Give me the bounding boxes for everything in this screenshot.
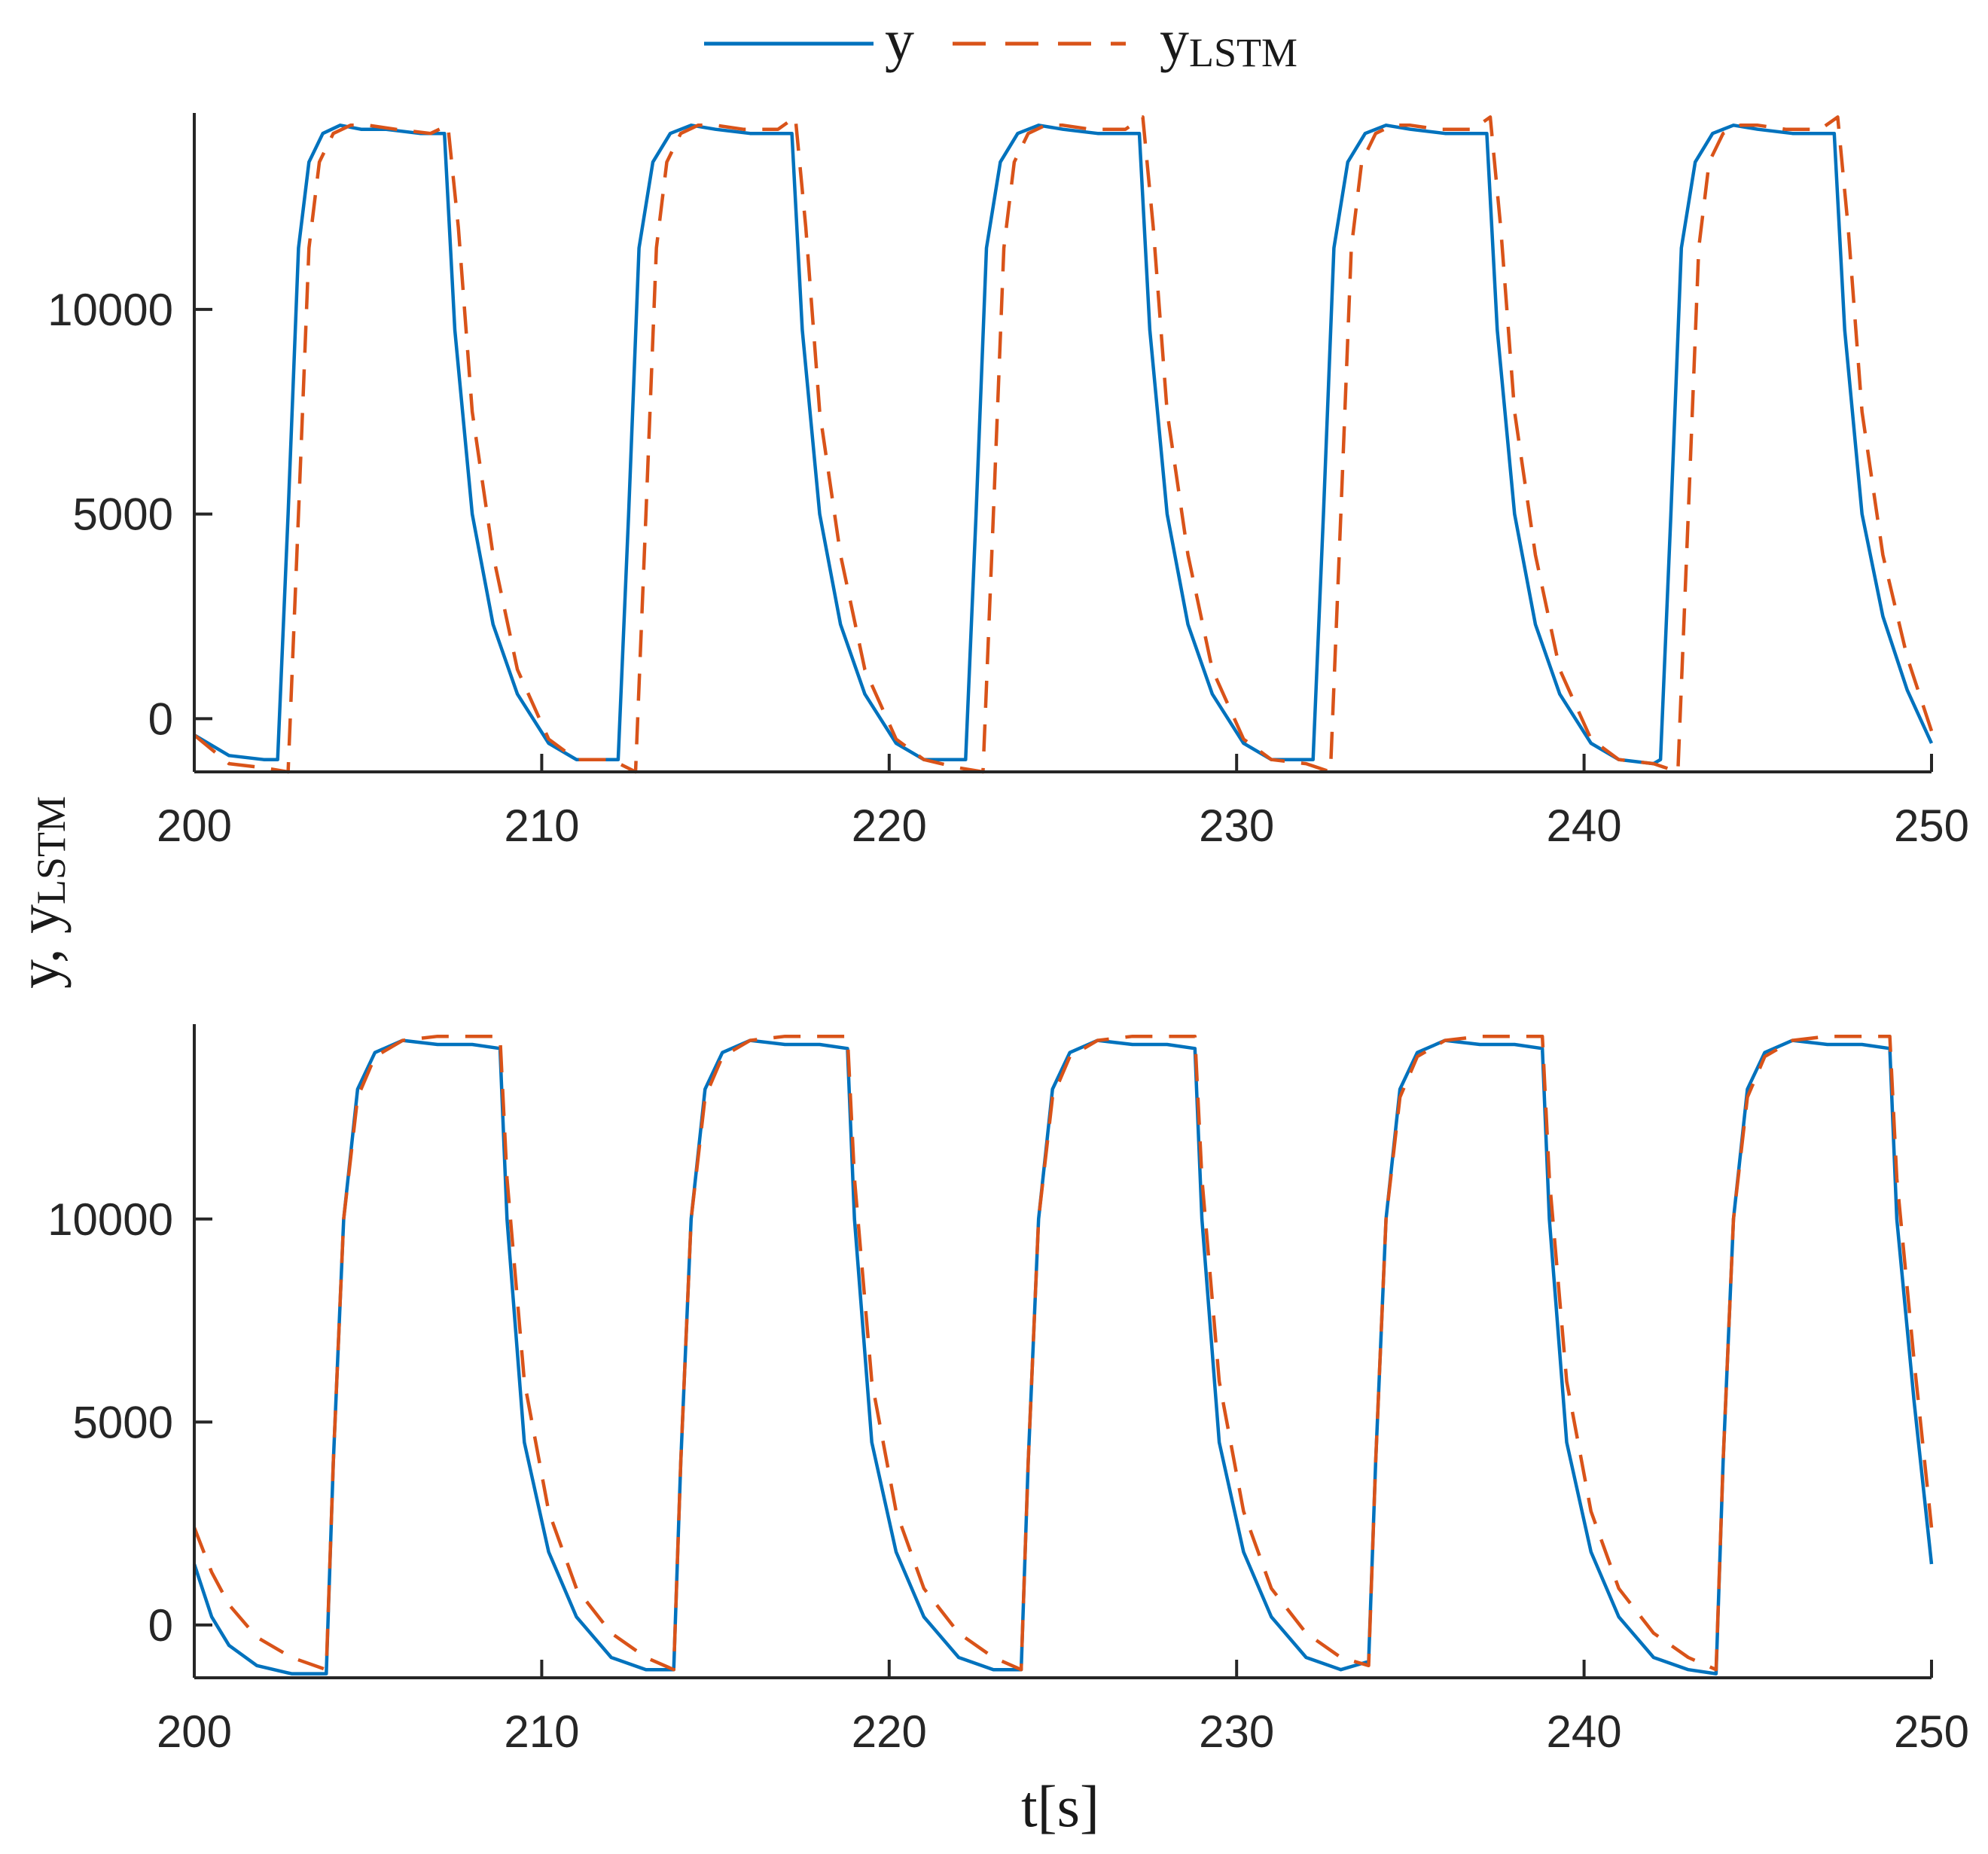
- x-tick-label: 220: [852, 1706, 927, 1757]
- y-tick-label: 5000: [73, 489, 173, 540]
- x-tick-label: 210: [504, 1706, 579, 1757]
- y-tick-label: 0: [148, 694, 173, 744]
- legend-label-ylstm-sub: LSTM: [1189, 30, 1297, 75]
- y-tick-label: 10000: [47, 1194, 173, 1245]
- legend-label-ylstm-main: y: [1160, 8, 1189, 73]
- y-axis-label-group: y, yLSTM: [6, 796, 74, 989]
- y-tick-label: 0: [148, 1600, 173, 1651]
- x-tick-label: 240: [1547, 800, 1622, 851]
- x-tick-label: 230: [1199, 1706, 1274, 1757]
- legend: y yLSTM: [704, 8, 1297, 75]
- x-tick-label: 200: [157, 800, 232, 851]
- series-line-ylstm: [192, 1034, 1934, 1672]
- x-tick-label: 250: [1894, 1706, 1969, 1757]
- series-line-ylstm: [193, 115, 1934, 774]
- legend-label-y: y: [885, 8, 914, 73]
- series-line-y: [192, 1038, 1934, 1676]
- x-tick-label: 210: [504, 800, 579, 851]
- x-tick-label: 230: [1199, 800, 1274, 851]
- legend-label-ylstm: yLSTM: [1160, 8, 1297, 75]
- series-line-y: [193, 123, 1934, 766]
- x-tick-label: 220: [852, 800, 927, 851]
- x-axis-label: t[s]: [1021, 1773, 1099, 1839]
- y-tick-label: 10000: [47, 285, 173, 335]
- bottom-panel: 200 210 220 230 240 250 0 5000 10000: [47, 1024, 1969, 1757]
- y-tick-label: 5000: [73, 1397, 173, 1447]
- top-panel: 200 210 220 230 240 250 0 5000 10000: [47, 113, 1969, 851]
- y-axis-label-main: y, y: [6, 904, 72, 989]
- y-axis-label: y, yLSTM: [6, 796, 74, 989]
- x-tick-label: 200: [157, 1706, 232, 1757]
- x-tick-label: 250: [1894, 800, 1969, 851]
- y-axis-label-sub: LSTM: [29, 796, 74, 904]
- x-tick-label: 240: [1547, 1706, 1622, 1757]
